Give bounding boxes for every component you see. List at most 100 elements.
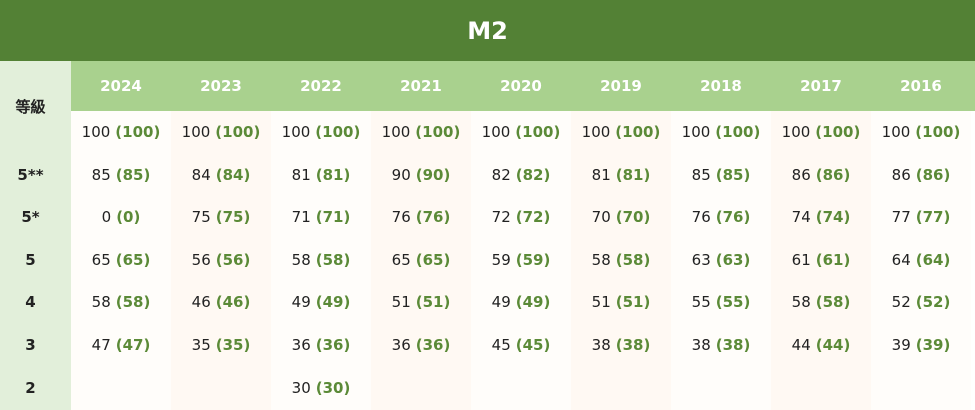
year-header-2018: 2018 — [700, 77, 742, 95]
score-bracket-value: (100) — [115, 123, 161, 141]
score-cell: 85 (85) — [71, 153, 171, 196]
score-bracket-value: (36) — [415, 335, 451, 354]
score-cell: 30 (30) — [271, 366, 371, 410]
score-bracket-value: (84) — [215, 165, 251, 184]
score-value: 65 — [391, 250, 411, 269]
score-bracket-value: (100) — [815, 123, 861, 141]
column-background — [371, 111, 471, 410]
year-header-2019: 2019 — [600, 77, 642, 95]
score-cell: 56 (56) — [171, 238, 271, 281]
score-cell: 58 (58) — [71, 281, 171, 323]
score-cell: 49 (49) — [271, 281, 371, 323]
score-cell: 45 (45) — [471, 323, 571, 366]
score-bracket-value: (46) — [215, 293, 251, 311]
score-value: 56 — [191, 250, 211, 269]
score-cell: 100 (100) — [71, 111, 171, 153]
year-header-2022: 2022 — [300, 77, 342, 95]
score-value: 84 — [191, 165, 211, 184]
score-cell: 84 (84) — [171, 153, 271, 196]
column-background — [71, 111, 171, 410]
score-bracket-value: (76) — [715, 208, 751, 226]
score-bracket-value: (51) — [615, 293, 651, 311]
score-bracket-value: (82) — [515, 165, 551, 184]
score-cell — [571, 366, 671, 410]
score-value: 0 — [101, 208, 112, 226]
score-bracket-value: (71) — [315, 208, 351, 226]
score-value: 47 — [91, 335, 111, 354]
grade-label: 5 — [25, 250, 36, 269]
score-cell: 65 (65) — [371, 238, 471, 281]
score-cell: 38 (38) — [571, 323, 671, 366]
score-cell: 51 (51) — [371, 281, 471, 323]
score-value: 75 — [191, 208, 211, 226]
score-bracket-value: (100) — [615, 123, 661, 141]
score-value: 76 — [691, 208, 711, 226]
score-bracket-value: (72) — [515, 208, 551, 226]
score-bracket-value: (61) — [815, 250, 851, 269]
score-value: 49 — [291, 293, 311, 311]
score-value: 39 — [891, 335, 911, 354]
score-value: 35 — [191, 335, 211, 354]
score-cell: 49 (49) — [471, 281, 571, 323]
score-cell: 58 (58) — [271, 238, 371, 281]
score-value: 100 — [381, 123, 411, 141]
score-bracket-value: (30) — [315, 379, 351, 397]
score-value: 64 — [891, 250, 911, 269]
score-cell: 100 (100) — [171, 111, 271, 153]
score-value: 86 — [791, 165, 811, 184]
grade-label — [0, 111, 61, 153]
score-cell: 100 (100) — [471, 111, 571, 153]
score-cell: 52 (52) — [871, 281, 971, 323]
score-value: 90 — [391, 165, 411, 184]
column-background — [471, 111, 571, 410]
column-background — [171, 111, 271, 410]
score-cell — [171, 366, 271, 410]
score-value: 72 — [491, 208, 511, 226]
score-value: 100 — [81, 123, 111, 141]
column-background — [871, 111, 971, 410]
score-cell: 100 (100) — [671, 111, 771, 153]
score-value: 85 — [91, 165, 111, 184]
score-cell: 100 (100) — [571, 111, 671, 153]
score-bracket-value: (44) — [815, 335, 851, 354]
score-cell: 55 (55) — [671, 281, 771, 323]
score-cell: 82 (82) — [471, 153, 571, 196]
score-bracket-value: (58) — [615, 250, 651, 269]
score-cell: 75 (75) — [171, 196, 271, 238]
grade-label: 2 — [25, 379, 36, 397]
score-cell: 65 (65) — [71, 238, 171, 281]
score-cell: 81 (81) — [571, 153, 671, 196]
score-cell: 51 (51) — [571, 281, 671, 323]
score-value: 100 — [681, 123, 711, 141]
score-value: 36 — [391, 335, 411, 354]
score-cell: 36 (36) — [371, 323, 471, 366]
score-value: 51 — [391, 293, 411, 311]
score-cell — [671, 366, 771, 410]
score-cell: 86 (86) — [771, 153, 871, 196]
score-value: 86 — [891, 165, 911, 184]
score-cell: 64 (64) — [871, 238, 971, 281]
score-cell: 0 (0) — [71, 196, 171, 238]
score-cell: 76 (76) — [671, 196, 771, 238]
score-bracket-value: (58) — [115, 293, 151, 311]
score-cell — [871, 366, 971, 410]
score-bracket-value: (58) — [815, 293, 851, 311]
score-cell: 100 (100) — [771, 111, 871, 153]
score-bracket-value: (86) — [915, 165, 951, 184]
year-header-2024: 2024 — [100, 77, 142, 95]
score-bracket-value: (81) — [615, 165, 651, 184]
score-bracket-value: (38) — [715, 335, 751, 354]
column-background — [571, 111, 671, 410]
score-cell: 74 (74) — [771, 196, 871, 238]
score-bracket-value: (47) — [115, 335, 151, 354]
score-value: 82 — [491, 165, 511, 184]
score-cell: 36 (36) — [271, 323, 371, 366]
score-cell: 61 (61) — [771, 238, 871, 281]
column-background — [271, 111, 371, 410]
score-bracket-value: (64) — [915, 250, 951, 269]
score-value: 38 — [691, 335, 711, 354]
column-background — [771, 111, 871, 410]
score-cell: 35 (35) — [171, 323, 271, 366]
score-value: 63 — [691, 250, 711, 269]
score-value: 77 — [891, 208, 911, 226]
